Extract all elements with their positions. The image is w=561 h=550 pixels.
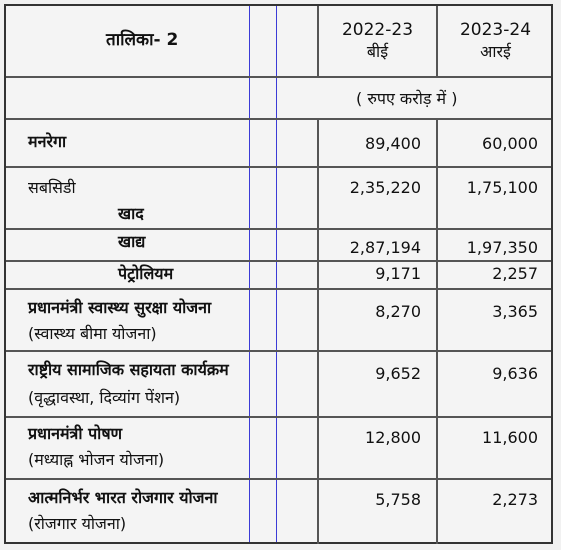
value-2023: 11,600 — [482, 428, 538, 447]
guide-line-right — [276, 6, 277, 542]
value-2022: 89,400 — [365, 134, 421, 153]
row-label: राष्ट्रीय सामाजिक सहायता कार्यक्रम — [28, 360, 229, 379]
value-2023: 3,365 — [492, 302, 538, 321]
value-2023: 60,000 — [482, 134, 538, 153]
row-label: आत्मनिर्भर भारत रोजगार योजना — [28, 488, 218, 507]
row-divider — [6, 166, 551, 168]
row-label: मनरेगा — [28, 132, 67, 151]
column-type-be: बीई — [366, 42, 389, 61]
column-type-re: आरई — [480, 42, 511, 61]
unit-label: ( रुपए करोड़ में ) — [356, 89, 458, 108]
value-2023: 9,636 — [492, 364, 538, 383]
value-2022: 9,652 — [375, 364, 421, 383]
column-divider-2 — [436, 6, 438, 78]
value-2022: 2,87,194 — [349, 238, 421, 257]
row-sublabel: (मध्याह्न भोजन योजना) — [28, 450, 165, 469]
row-divider — [6, 416, 551, 418]
value-2023: 2,257 — [492, 264, 538, 283]
column-divider-2 — [436, 120, 438, 544]
row-label: प्रधानमंत्री स्वास्थ्य सुरक्षा योजना — [28, 298, 212, 317]
value-2022: 8,270 — [375, 302, 421, 321]
row-divider — [6, 350, 551, 352]
value-2022: 2,35,220 — [349, 178, 421, 197]
table-title: तालिका- 2 — [106, 30, 179, 50]
row-label: खाद्य — [118, 232, 146, 251]
row-label: पेट्रोलियम — [118, 264, 174, 283]
column-year-2022: 2022-23 — [341, 20, 414, 40]
row-sublabel: खाद — [118, 204, 144, 223]
row-label: सबसिडी — [28, 178, 76, 197]
guide-line-left — [249, 6, 250, 542]
row-divider — [6, 288, 551, 290]
row-divider — [6, 118, 551, 120]
row-label: प्रधानमंत्री पोषण — [28, 424, 123, 443]
value-2022: 5,758 — [375, 490, 421, 509]
value-2023: 1,75,100 — [466, 178, 538, 197]
row-divider — [6, 478, 551, 480]
column-divider-1 — [317, 6, 319, 78]
column-divider-1 — [317, 120, 319, 544]
row-sublabel: (स्वास्थ्य बीमा योजना) — [28, 324, 157, 343]
value-2023: 1,97,350 — [466, 238, 538, 257]
value-2023: 2,273 — [492, 490, 538, 509]
row-sublabel: (वृद्धावस्था, दिव्यांग पेंशन) — [28, 388, 181, 407]
column-year-2023: 2023-24 — [459, 20, 532, 40]
budget-table: तालिका- 2 2022-23 बीई 2023-24 आरई ( रुपए… — [4, 4, 553, 544]
value-2022: 9,171 — [375, 264, 421, 283]
value-2022: 12,800 — [365, 428, 421, 447]
row-divider — [6, 260, 551, 262]
row-divider — [6, 76, 551, 78]
row-sublabel: (रोजगार योजना) — [28, 514, 127, 533]
row-divider — [6, 228, 551, 230]
